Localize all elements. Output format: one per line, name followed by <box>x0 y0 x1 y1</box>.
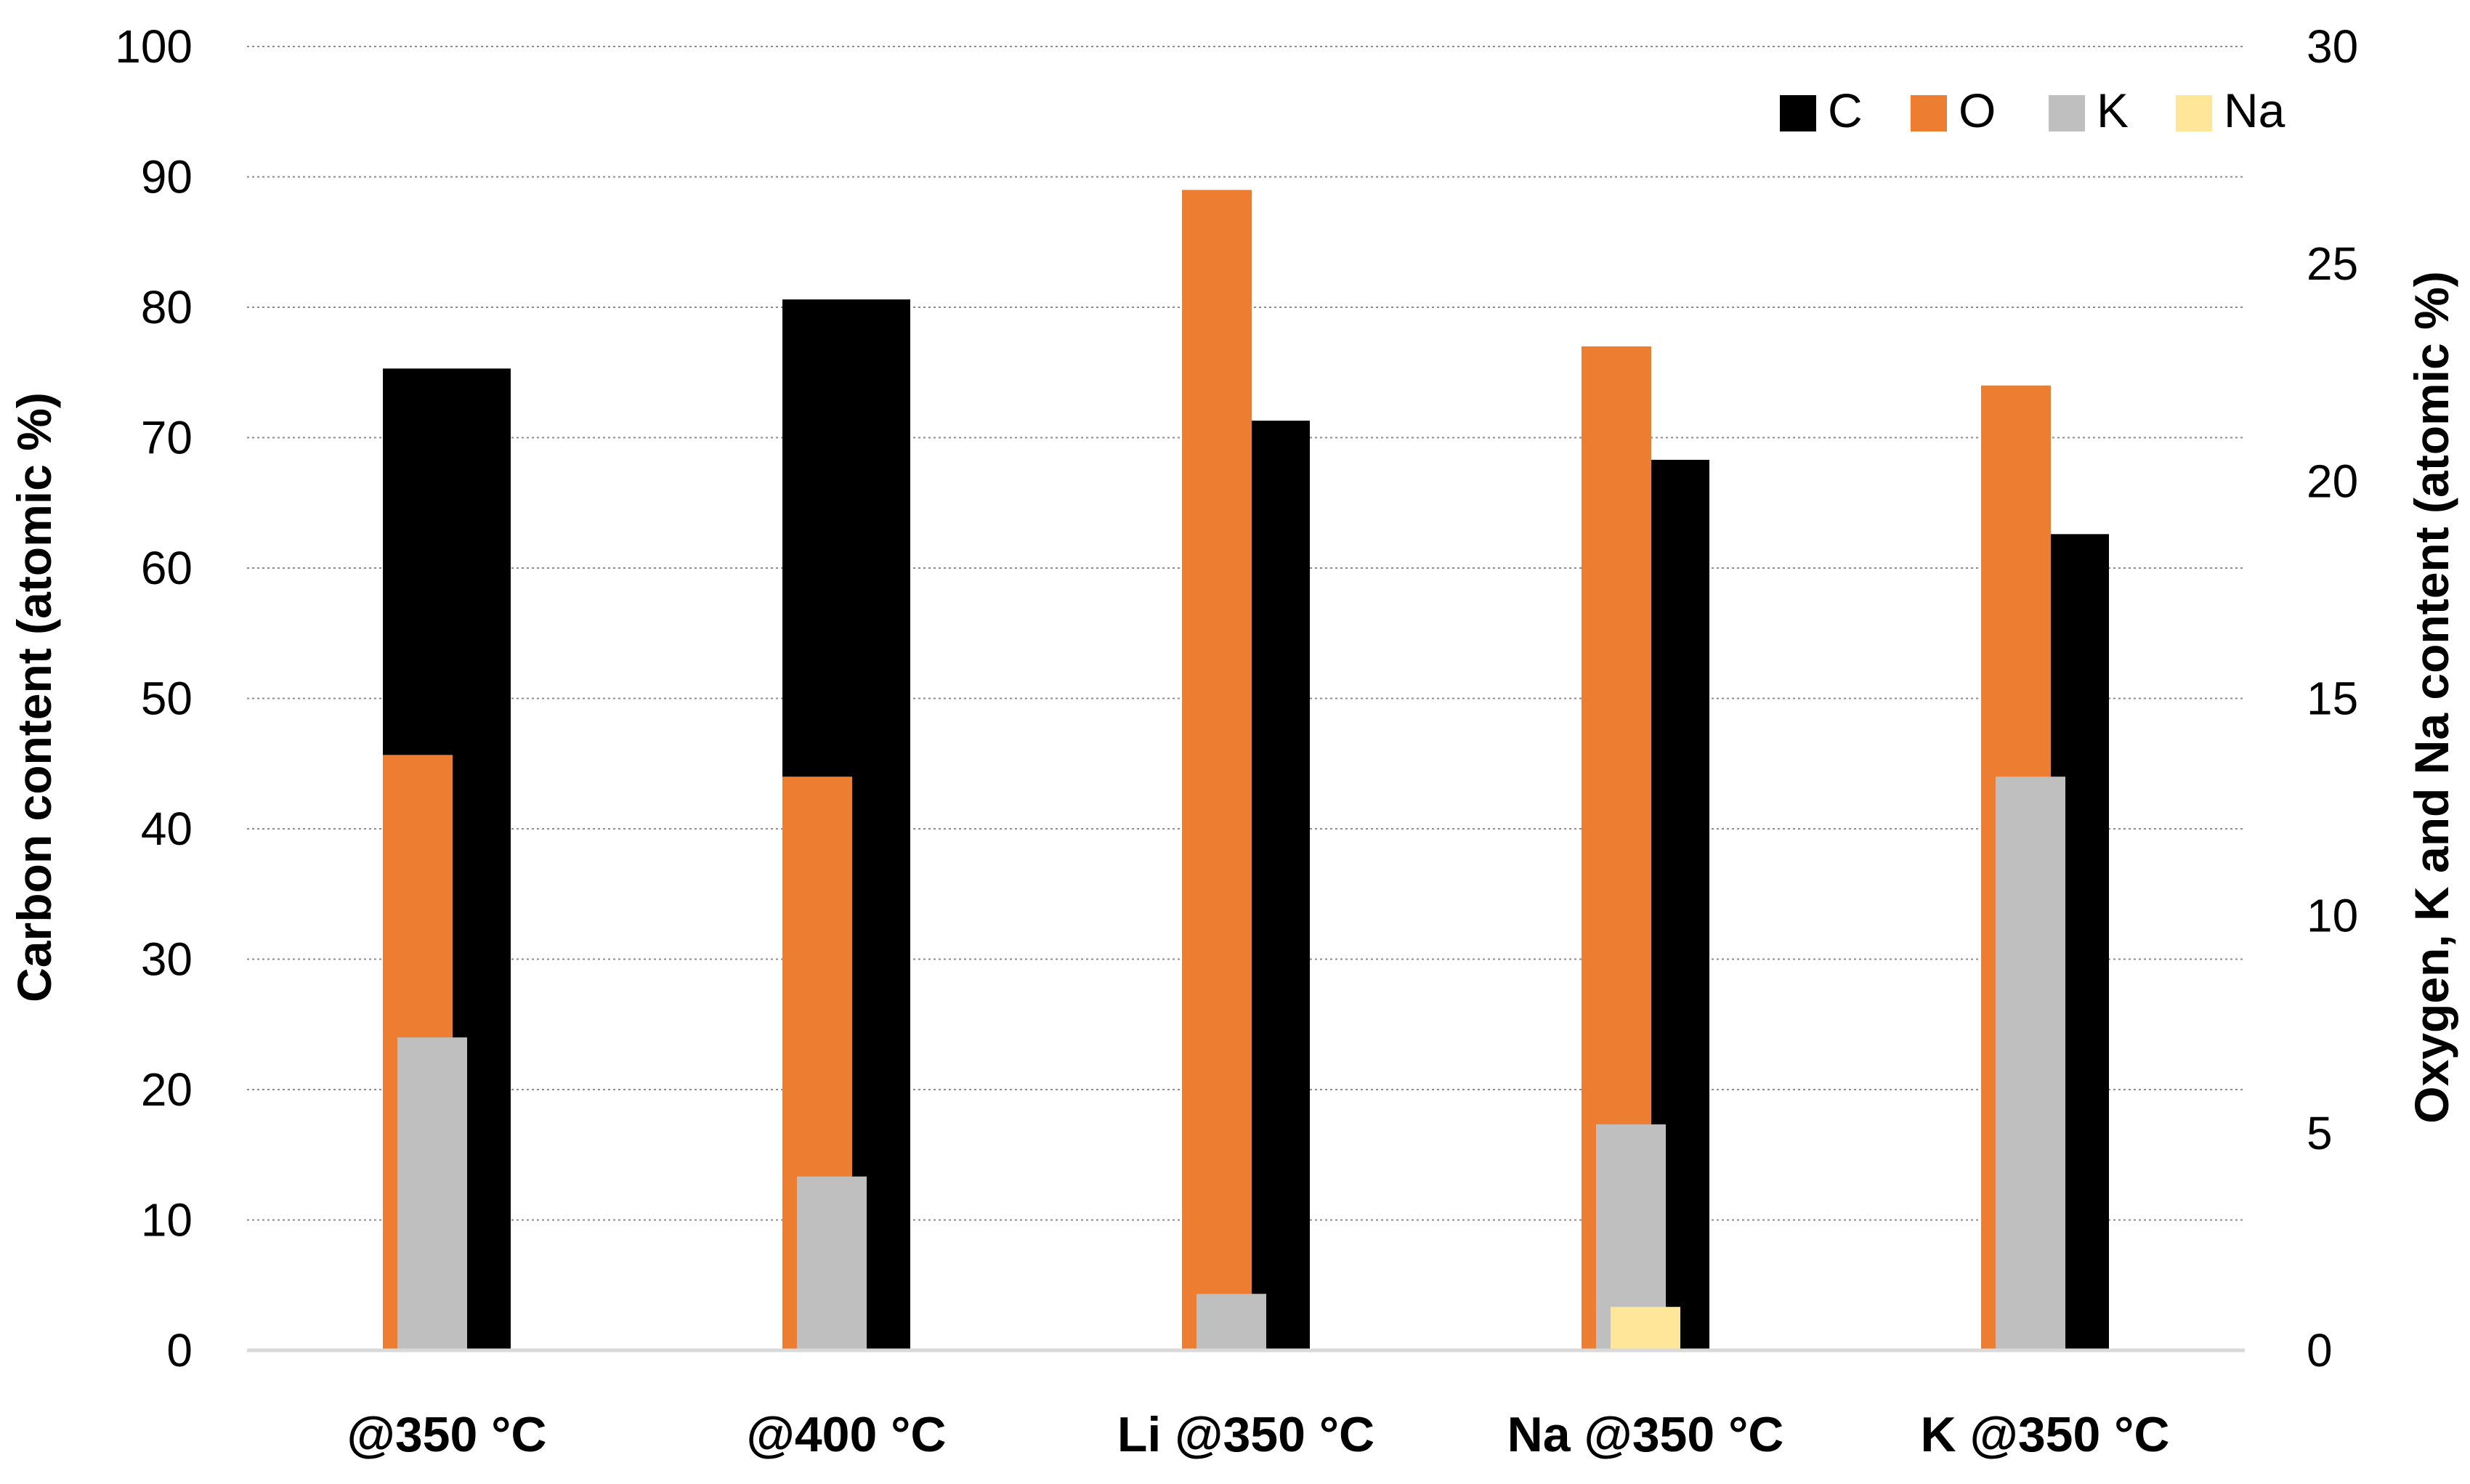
legend-label-c: C <box>1828 84 1863 137</box>
y2-tick-label: 10 <box>2307 890 2358 942</box>
y-tick-label: 0 <box>166 1324 193 1376</box>
x-category-label: Li @350 °C <box>1117 1407 1374 1462</box>
bar-k-4 <box>1996 777 2065 1350</box>
y2-tick-label: 20 <box>2307 455 2358 507</box>
legend-swatch-na <box>2176 95 2212 131</box>
bar-na-3 <box>1611 1307 1680 1350</box>
y-tick-label: 60 <box>141 542 193 594</box>
legend-swatch-o <box>1911 95 1947 131</box>
y-tick-label: 70 <box>141 412 193 464</box>
y-tick-label: 100 <box>115 20 193 73</box>
y-axis-title: Carbon content (atomic %) <box>7 392 61 1002</box>
x-category-label: K @350 °C <box>1921 1407 2170 1462</box>
x-category-label: @350 °C <box>347 1407 547 1462</box>
legend-label-na: Na <box>2224 84 2285 137</box>
x-category-label: @400 °C <box>747 1407 947 1462</box>
y-tick-label: 40 <box>141 803 193 855</box>
x-category-label: Na @350 °C <box>1507 1407 1784 1462</box>
y2-tick-label: 0 <box>2307 1324 2333 1376</box>
y-tick-label: 90 <box>141 151 193 203</box>
y-tick-label: 10 <box>141 1194 193 1246</box>
y2-tick-label: 5 <box>2307 1107 2333 1159</box>
legend-label-k: K <box>2097 84 2129 137</box>
y2-tick-label: 15 <box>2307 673 2358 725</box>
legend: C O K Na <box>1780 84 2285 137</box>
y-tick-label: 30 <box>141 933 193 986</box>
legend-swatch-k <box>2049 95 2085 131</box>
y-tick-label: 50 <box>141 673 193 725</box>
legend-label-o: O <box>1959 84 1996 137</box>
y2-axis-title: Oxygen, K and Na content (atomic %) <box>2405 271 2458 1124</box>
y2-tick-label: 30 <box>2307 20 2358 73</box>
bar-k-0 <box>397 1037 467 1350</box>
y2-tick-label: 25 <box>2307 238 2358 290</box>
bars <box>383 190 2109 1351</box>
bar-k-2 <box>1196 1294 1266 1350</box>
y-tick-label: 80 <box>141 281 193 333</box>
y-tick-label: 20 <box>141 1063 193 1116</box>
legend-swatch-c <box>1780 95 1816 131</box>
axes: 0 10 20 30 40 50 60 70 80 90 100 0 5 10 15 20 25 30 @350 °… <box>115 20 2358 1462</box>
bar-k-1 <box>797 1176 867 1350</box>
bar-o-2 <box>1182 190 1252 1351</box>
